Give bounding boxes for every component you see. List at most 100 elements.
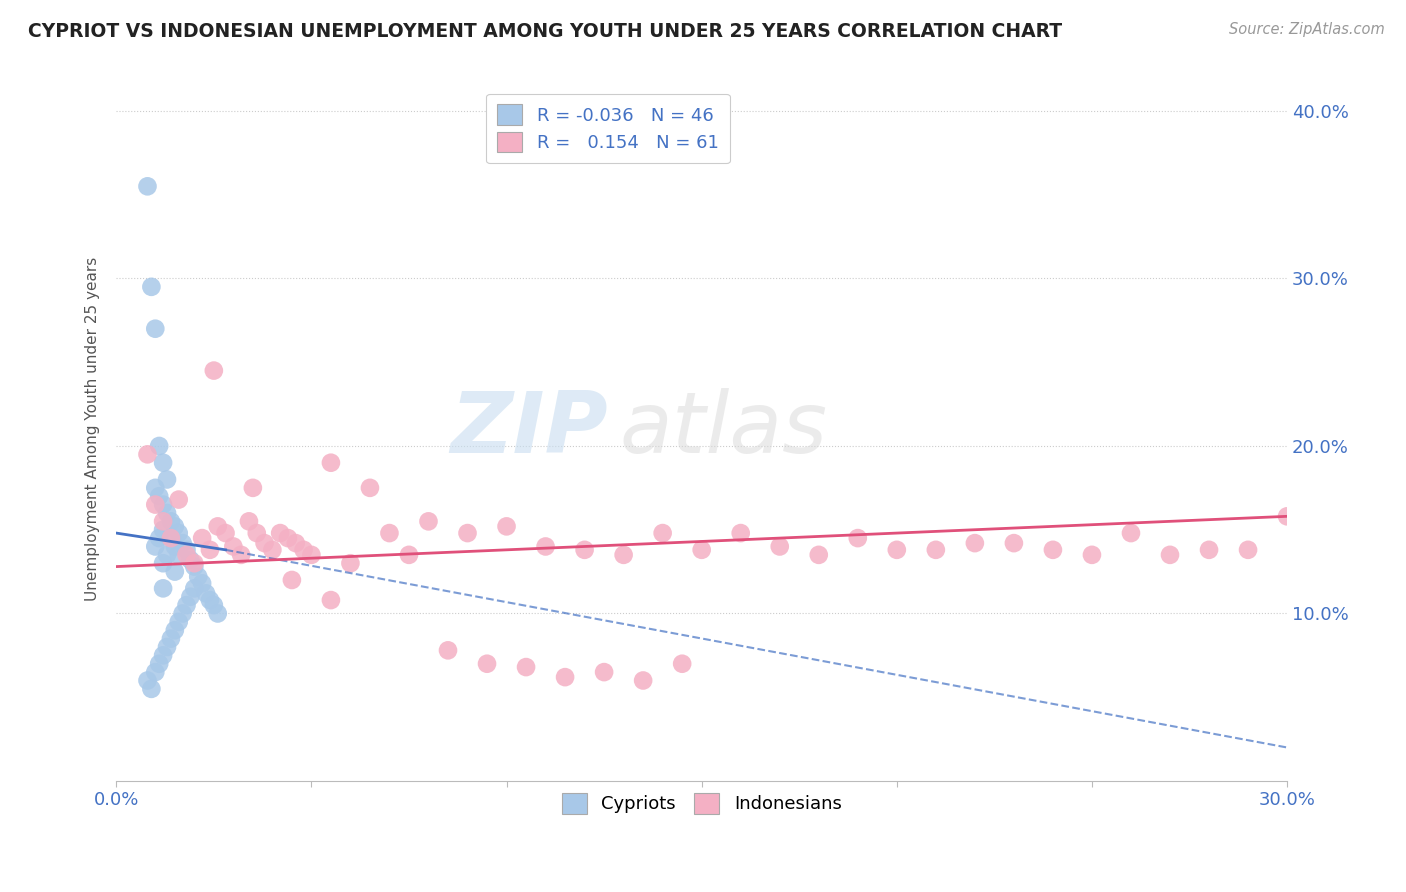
Point <box>359 481 381 495</box>
Point <box>378 526 401 541</box>
Point <box>152 498 174 512</box>
Point <box>156 473 179 487</box>
Point <box>156 640 179 654</box>
Point <box>202 363 225 377</box>
Point <box>143 498 166 512</box>
Point <box>222 540 245 554</box>
Point <box>198 593 221 607</box>
Point <box>143 665 166 679</box>
Point <box>163 624 186 638</box>
Point <box>160 531 183 545</box>
Point <box>136 673 159 688</box>
Point <box>253 536 276 550</box>
Point <box>176 542 198 557</box>
Point <box>1237 542 1260 557</box>
Point <box>183 582 205 596</box>
Point <box>167 492 190 507</box>
Point <box>437 643 460 657</box>
Point <box>730 526 752 541</box>
Point <box>136 179 159 194</box>
Point <box>846 531 869 545</box>
Point <box>963 536 986 550</box>
Point <box>152 514 174 528</box>
Point <box>148 657 170 671</box>
Point <box>183 556 205 570</box>
Point <box>179 553 201 567</box>
Point <box>593 665 616 679</box>
Point <box>651 526 673 541</box>
Point <box>418 514 440 528</box>
Point <box>1042 542 1064 557</box>
Point <box>1198 542 1220 557</box>
Point <box>167 615 190 629</box>
Point <box>690 542 713 557</box>
Point <box>242 481 264 495</box>
Point <box>1002 536 1025 550</box>
Point <box>143 540 166 554</box>
Point <box>671 657 693 671</box>
Point <box>214 526 236 541</box>
Point <box>156 506 179 520</box>
Point <box>299 548 322 562</box>
Text: atlas: atlas <box>620 388 828 471</box>
Legend: Cypriots, Indonesians: Cypriots, Indonesians <box>551 782 852 825</box>
Point <box>152 523 174 537</box>
Point <box>202 598 225 612</box>
Point <box>172 536 194 550</box>
Point <box>807 548 830 562</box>
Point <box>1081 548 1104 562</box>
Point <box>339 556 361 570</box>
Point <box>163 540 186 554</box>
Point <box>495 519 517 533</box>
Point <box>143 481 166 495</box>
Point <box>574 542 596 557</box>
Point <box>292 542 315 557</box>
Point <box>281 573 304 587</box>
Point <box>284 536 307 550</box>
Point <box>152 556 174 570</box>
Point <box>207 607 229 621</box>
Point <box>554 670 576 684</box>
Point <box>172 607 194 621</box>
Point <box>163 565 186 579</box>
Point <box>148 489 170 503</box>
Point <box>160 531 183 545</box>
Point <box>136 447 159 461</box>
Point <box>148 531 170 545</box>
Point <box>319 456 342 470</box>
Point <box>176 548 198 562</box>
Point <box>195 586 218 600</box>
Point <box>238 514 260 528</box>
Point <box>152 582 174 596</box>
Point <box>160 514 183 528</box>
Point <box>475 657 498 671</box>
Text: ZIP: ZIP <box>450 388 607 471</box>
Point <box>167 526 190 541</box>
Point <box>191 576 214 591</box>
Point <box>398 548 420 562</box>
Point <box>319 593 342 607</box>
Point <box>262 542 284 557</box>
Point <box>148 439 170 453</box>
Point <box>613 548 636 562</box>
Point <box>176 598 198 612</box>
Point <box>534 540 557 554</box>
Point <box>141 681 163 696</box>
Point <box>1119 526 1142 541</box>
Point <box>231 548 253 562</box>
Point <box>183 559 205 574</box>
Point <box>1159 548 1181 562</box>
Point <box>1275 509 1298 524</box>
Point <box>246 526 269 541</box>
Point <box>143 322 166 336</box>
Point <box>167 548 190 562</box>
Point <box>160 632 183 646</box>
Text: CYPRIOT VS INDONESIAN UNEMPLOYMENT AMONG YOUTH UNDER 25 YEARS CORRELATION CHART: CYPRIOT VS INDONESIAN UNEMPLOYMENT AMONG… <box>28 22 1063 41</box>
Point <box>269 526 291 541</box>
Point <box>886 542 908 557</box>
Point <box>457 526 479 541</box>
Point <box>152 648 174 663</box>
Point <box>179 590 201 604</box>
Point <box>198 542 221 557</box>
Y-axis label: Unemployment Among Youth under 25 years: Unemployment Among Youth under 25 years <box>86 257 100 601</box>
